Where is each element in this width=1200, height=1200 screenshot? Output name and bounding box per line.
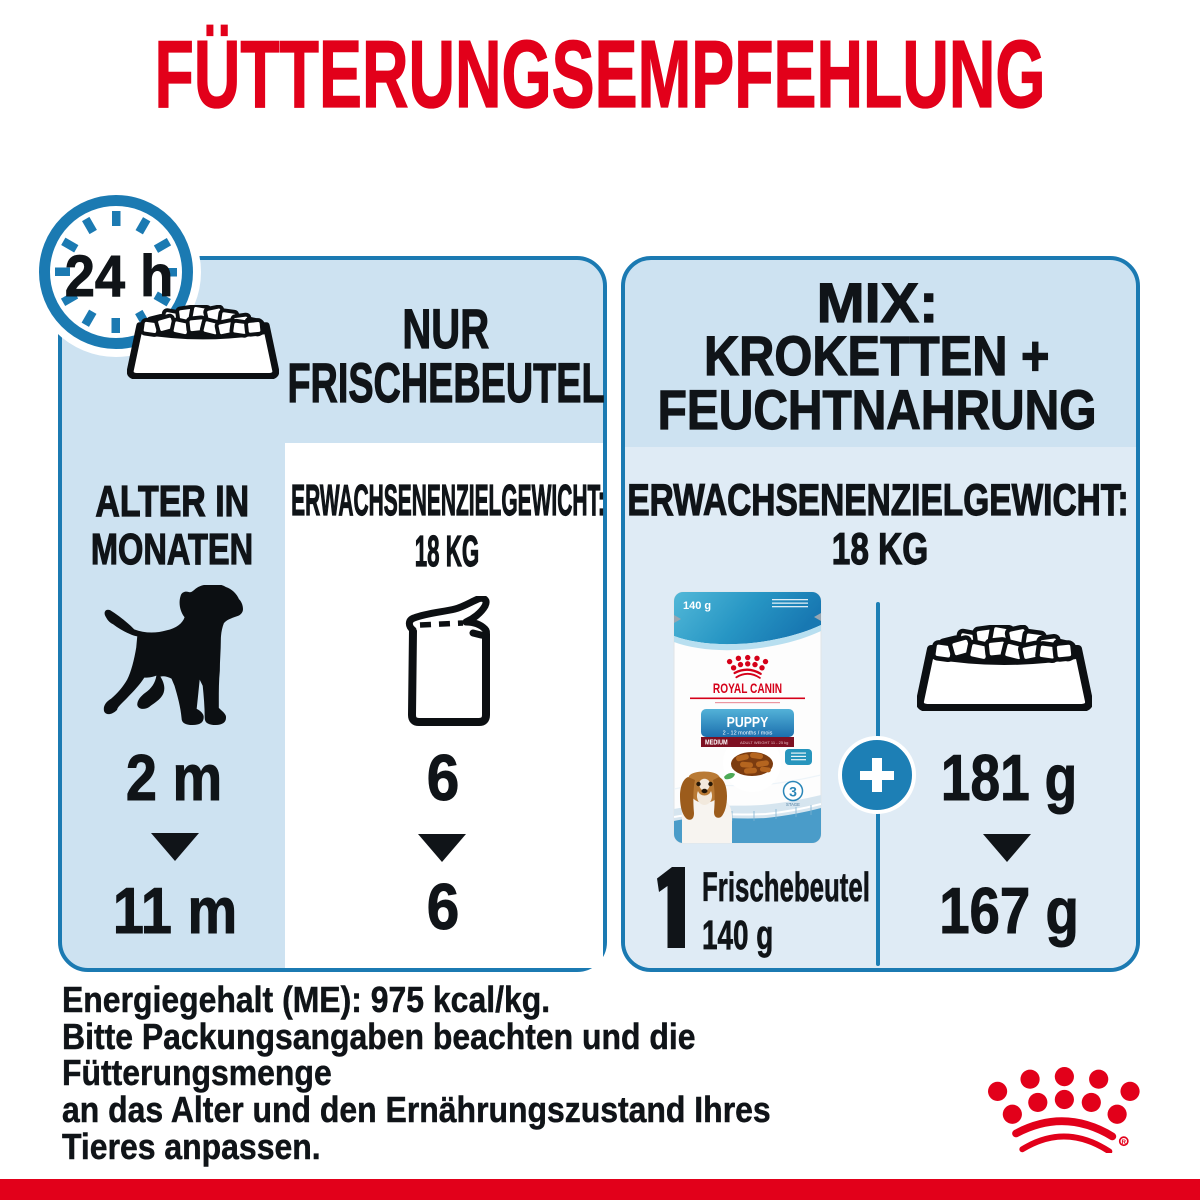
svg-text:ROYAL CANIN: ROYAL CANIN [713,681,782,697]
svg-text:PUPPY: PUPPY [727,714,769,730]
svg-text:2 - 12 months / mois: 2 - 12 months / mois [723,731,773,737]
svg-text:3: 3 [789,784,797,800]
svg-text:R: R [1122,1139,1127,1146]
svg-text:140 g: 140 g [683,600,711,612]
svg-text:MEDIUM: MEDIUM [705,739,728,747]
svg-text:STAGE: STAGE [786,802,800,807]
svg-text:ADULT WEIGHT 11 - 25 kg: ADULT WEIGHT 11 - 25 kg [740,740,788,745]
